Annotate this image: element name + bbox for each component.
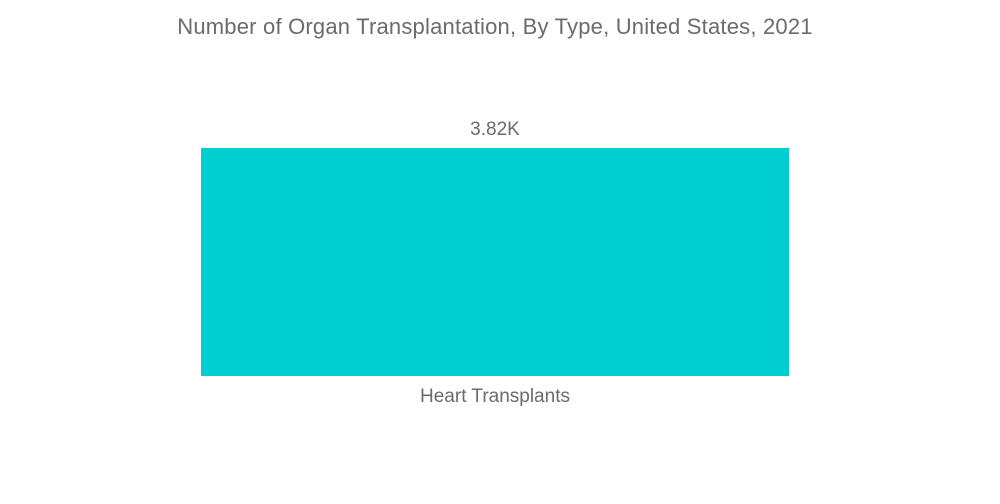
bar-value-label: 3.82K — [470, 119, 520, 140]
category-label-heart-transplants: Heart Transplants — [420, 386, 570, 407]
bar-heart-transplants[interactable] — [201, 148, 789, 376]
chart-title: Number of Organ Transplantation, By Type… — [177, 14, 813, 39]
